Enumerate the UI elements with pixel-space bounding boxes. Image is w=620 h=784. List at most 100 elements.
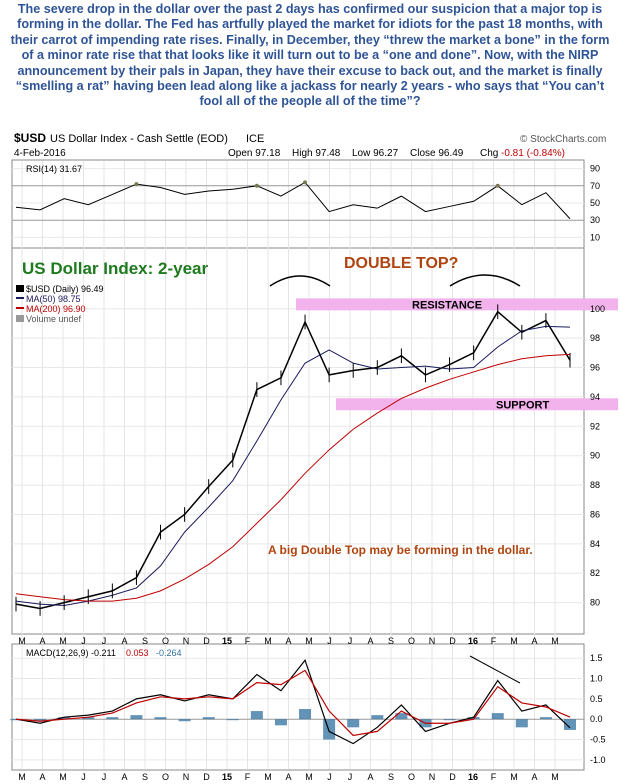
macd-histogram-bar [34,719,47,722]
macd-histogram-bar [106,717,119,720]
close-value: Close 96.49 [410,148,464,159]
macd-tick-label: 1.5 [590,653,603,663]
chg-value: -0.81 (-0.84%) [501,148,565,159]
x-tick-label: M [551,772,559,782]
rsi-tick-label: 30 [590,215,600,225]
macd-label: MACD(12,26,9) -0.211 [26,648,116,658]
x-tick-label: N [429,772,436,782]
macd-histogram-bar [347,719,360,728]
legend-ma50: MA(50) 98.75 [26,294,81,304]
x-tick-label: A [531,636,537,646]
x-tick-label: O [408,772,415,782]
double-top-arc [269,275,331,287]
macd-histogram-bar [515,719,528,728]
macd-histogram-bar [178,719,191,722]
rsi-overbought-point [134,182,139,187]
x-tick-label: F [245,636,251,646]
support-label: SUPPORT [496,399,549,411]
x-tick-label: M [551,636,559,646]
macd-hist-label: -0.264 [156,648,182,658]
macd-histogram-bar [250,711,263,720]
price-tick-label: 92 [590,421,600,431]
ma200-line [15,353,571,602]
macd-line [15,658,571,745]
open-value: Open 97.18 [228,148,281,159]
x-tick-label: 15 [222,636,232,646]
x-tick-label: J [81,772,86,782]
macd-tick-label: 1.0 [590,674,603,684]
price-tick-label: 100 [590,304,605,314]
x-tick-label: M [264,636,272,646]
macd-histogram-bar [154,717,167,720]
macd-histogram-bar [371,715,384,720]
x-tick-label: O [408,636,415,646]
support-band [336,398,618,411]
x-tick-label: A [367,636,373,646]
price-tick-label: 86 [590,509,600,519]
macd-histogram-bar [395,713,408,720]
exchange-label: ICE [246,133,264,145]
legend-ma200: MA(200) 96.90 [26,304,86,314]
x-tick-label: D [203,772,210,782]
price-tick-label: 88 [590,480,600,490]
price-tick-label: 82 [590,568,600,578]
macd-histogram-bar [202,717,215,720]
chart-title: US Dollar Index: 2-year [22,259,209,278]
x-tick-label: N [183,772,190,782]
macd-tick-label: -0.5 [590,735,606,745]
index-name: US Dollar Index - Cash Settle (EOD) [50,133,228,145]
double-top-label: DOUBLE TOP? [344,255,458,272]
macd-histogram-bar [58,717,71,720]
x-tick-label: M [305,636,313,646]
x-tick-label: 16 [468,636,478,646]
x-tick-label: 15 [222,772,232,782]
x-tick-label: A [39,636,45,646]
price-tick-label: 90 [590,451,600,461]
x-tick-label: D [449,772,456,782]
macd-panel [11,643,585,771]
x-tick-label: S [388,772,394,782]
legend-usd-swatch [16,285,24,292]
low-value: Low 96.27 [352,148,399,159]
high-value: High 97.48 [292,148,341,159]
x-tick-label: M [264,772,272,782]
x-tick-label: J [348,636,353,646]
x-tick-label: D [449,636,456,646]
macd-histogram-bar [539,717,552,720]
ma50-line [15,325,571,607]
x-tick-label: A [531,772,537,782]
x-tick-label: M [18,636,26,646]
x-tick-label: M [59,636,67,646]
macd-tick-label: 0.0 [590,714,603,724]
macd-histogram-bar [491,713,504,720]
x-tick-label: D [203,636,210,646]
macd-histogram-bar [299,709,312,720]
rsi-overbought-point [303,180,308,185]
x-tick-label: F [491,772,497,782]
stock-chart: $USD US Dollar Index - Cash Settle (EOD)… [10,131,618,782]
x-tick-label: J [102,636,107,646]
rsi-tick-label: 50 [590,198,600,208]
price-tick-label: 96 [590,363,600,373]
x-tick-label: A [39,772,45,782]
x-tick-label: O [162,636,169,646]
x-tick-label: S [142,636,148,646]
x-tick-label: J [81,636,86,646]
commentary-text: The severe drop in the dollar over the p… [10,2,610,109]
x-tick-label: A [285,636,291,646]
macd-histogram-bar [443,719,456,721]
legend-volume: Volume undef [26,314,82,324]
macd-signal-line [15,669,571,737]
price-tick-label: 80 [590,598,600,608]
legend-ma200-swatch [16,307,24,309]
big-double-top-note: A big Double Top may be forming in the d… [268,543,533,557]
x-tick-label: A [285,772,291,782]
macd-histogram-bar [130,715,143,720]
macd-histogram-bar [323,719,336,740]
rsi-tick-label: 90 [590,164,600,174]
macd-tick-label: -1.0 [590,755,606,765]
x-tick-label: A [121,772,127,782]
x-tick-label: F [245,772,251,782]
usd-price-line [15,310,571,610]
x-tick-label: F [491,636,497,646]
